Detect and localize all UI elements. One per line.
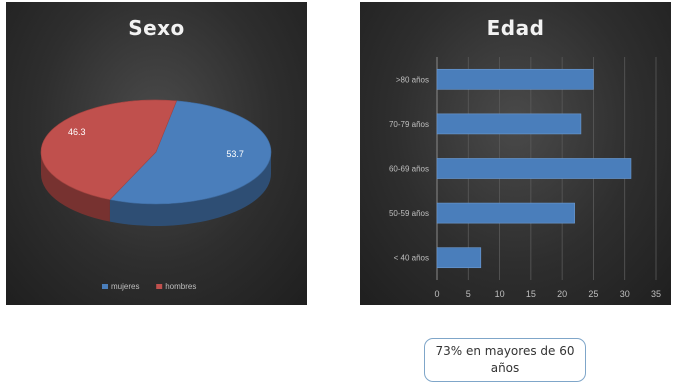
sexo-chart-title: Sexo bbox=[128, 16, 185, 40]
sexo-pie-chart: 53.7 46.3 mujeres hombres bbox=[40, 99, 272, 291]
edad-chart-title: Edad bbox=[486, 16, 545, 40]
sexo-legend: mujeres hombres bbox=[102, 282, 196, 291]
x-tick-label: 15 bbox=[526, 289, 536, 299]
y-category-label: 70-79 años bbox=[389, 120, 429, 129]
x-tick-label: 0 bbox=[434, 289, 439, 299]
legend-swatch-hombres bbox=[156, 284, 163, 289]
x-tick-label: 5 bbox=[466, 289, 471, 299]
pie-data-label-mujeres: 53.7 bbox=[226, 149, 244, 159]
y-category-label: 50-59 años bbox=[389, 209, 429, 218]
x-tick-label: 25 bbox=[588, 289, 598, 299]
legend-swatch-mujeres bbox=[102, 284, 108, 289]
note-callout: 73% en mayores de 60 años bbox=[424, 338, 586, 382]
y-category-label: < 40 años bbox=[394, 254, 429, 263]
pie-slice-mujeres bbox=[109, 100, 272, 205]
bar->80 años bbox=[436, 68, 594, 90]
pie-data-label-hombres: 46.3 bbox=[68, 127, 86, 137]
bar-< 40 años bbox=[436, 247, 482, 269]
sexo-chart-panel: Sexo 53.7 46.3 mujeres hombres bbox=[6, 2, 307, 305]
pie-side-hombres bbox=[41, 152, 110, 222]
bar-60-69 años bbox=[436, 158, 632, 179]
bar-50-59 años bbox=[436, 202, 575, 224]
x-tick-label: 20 bbox=[557, 289, 567, 299]
pie-slice-hombres bbox=[40, 99, 178, 200]
legend-label-mujeres: mujeres bbox=[111, 282, 139, 291]
pie-side-mujeres bbox=[109, 152, 271, 226]
x-tick-label: 10 bbox=[495, 289, 505, 299]
y-category-label: >80 años bbox=[396, 75, 429, 84]
edad-chart-panel: Edad >80 años 70-79 años 60-69 años 50-59 a… bbox=[360, 2, 671, 305]
legend-label-hombres: hombres bbox=[165, 282, 196, 291]
edad-bar-chart: >80 años 70-79 años 60-69 años 50-59 años < … bbox=[389, 57, 661, 299]
bar-70-79 años bbox=[436, 113, 582, 135]
note-line-2: años bbox=[490, 361, 520, 375]
x-tick-label: 35 bbox=[651, 289, 661, 299]
x-tick-label: 30 bbox=[620, 289, 630, 299]
note-line-1: 73% en mayores de 60 bbox=[435, 344, 575, 358]
y-category-label: 60-69 años bbox=[389, 165, 429, 174]
